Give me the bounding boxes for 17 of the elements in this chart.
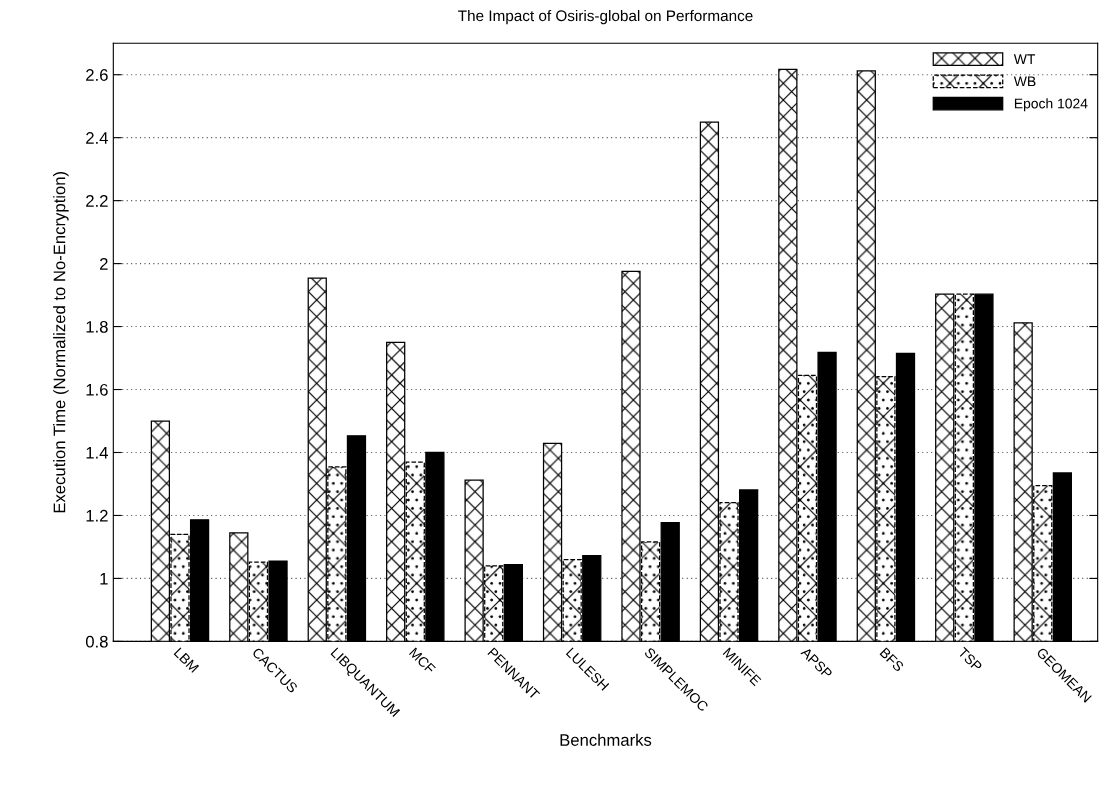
y-tick-label: 2.2 (86, 195, 108, 207)
x-tick-label: TSP (957, 646, 983, 673)
y-axis-title: Execution Time (Normalized to No-Encryption) (53, 171, 69, 513)
y-tick-label: 1.6 (86, 383, 108, 396)
x-axis-title: Benchmarks (560, 733, 652, 746)
y-tick-label: 2 (100, 258, 108, 270)
legend-label: WB (1013, 76, 1036, 87)
y-tick-label: 2.6 (86, 69, 108, 81)
y-tick-label: 2.4 (86, 132, 108, 144)
y-tick-label: 1.8 (86, 320, 108, 333)
y-tick-label: 1.4 (86, 447, 108, 459)
legend-label: WT (1013, 54, 1036, 64)
legend-label: Epoch 1024 (1014, 98, 1088, 112)
y-tick-label: 1.2 (86, 509, 108, 522)
chart-title: The Impact of Osiris-global on Performance (458, 9, 753, 25)
y-tick-label: 0.8 (85, 635, 108, 648)
y-tick-label: 1 (100, 572, 108, 585)
